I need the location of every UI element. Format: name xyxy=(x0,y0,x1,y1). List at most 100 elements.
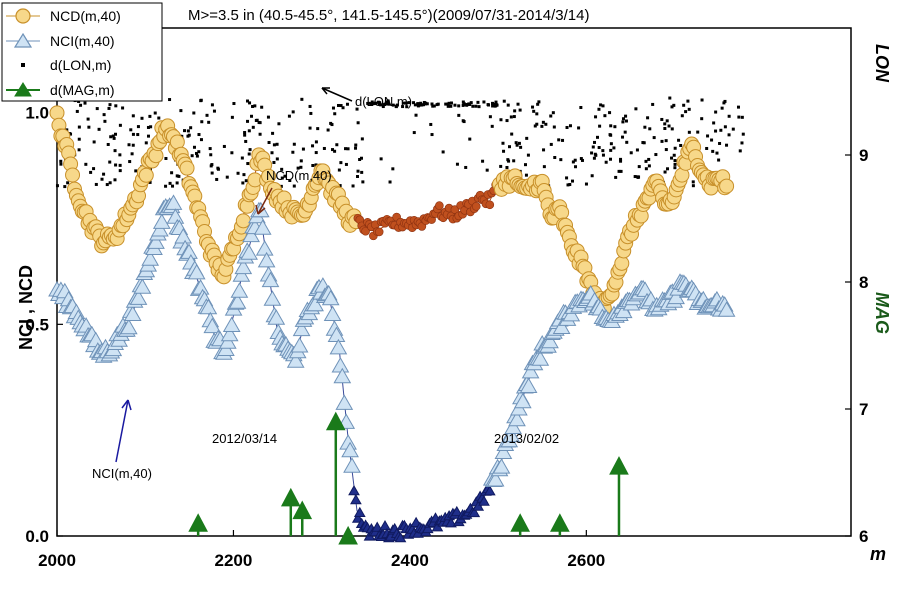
y-tick-label-left: 0.0 xyxy=(25,527,49,546)
lon-point xyxy=(86,117,90,121)
nci-point xyxy=(508,410,526,427)
lon-point xyxy=(254,118,258,122)
lon-point xyxy=(455,162,459,166)
lon-point xyxy=(308,126,312,130)
lon-point xyxy=(248,148,252,152)
annotation-nci: NCI(m,40) xyxy=(92,466,152,481)
lon-point xyxy=(136,133,140,137)
lon-point xyxy=(513,109,517,113)
lon-point xyxy=(79,103,83,107)
lon-point xyxy=(720,106,724,110)
lon-point xyxy=(77,137,81,141)
lon-point xyxy=(416,102,420,106)
y-axis-label-left: NCI , NCD xyxy=(16,265,36,350)
lon-point xyxy=(300,97,304,101)
lon-point xyxy=(341,106,345,110)
lon-point xyxy=(557,138,561,142)
lon-point xyxy=(710,138,714,142)
annotation-ncd-arrowhead xyxy=(255,204,266,215)
lon-point xyxy=(394,105,398,109)
lon-point xyxy=(287,114,291,118)
lon-point xyxy=(549,142,553,146)
lon-point xyxy=(102,172,106,176)
lon-point xyxy=(490,124,494,128)
nci-point xyxy=(286,352,305,368)
lon-point xyxy=(644,167,648,171)
lon-point xyxy=(118,153,122,157)
lon-point xyxy=(94,182,98,186)
lon-point xyxy=(200,120,204,124)
legend-ncd-marker xyxy=(15,8,31,24)
lon-point xyxy=(69,132,73,136)
y-axis-label-right-lon: LON xyxy=(872,44,892,83)
lon-point xyxy=(192,111,196,115)
lon-point xyxy=(296,166,300,170)
lon-point xyxy=(663,127,667,131)
lon-point xyxy=(598,124,602,128)
lon-point xyxy=(102,113,106,117)
nci-point xyxy=(133,278,152,294)
lon-point xyxy=(283,174,287,178)
lon-point xyxy=(114,104,118,108)
lon-point xyxy=(552,125,556,129)
lon-point xyxy=(356,169,360,173)
lon-point xyxy=(222,144,226,148)
lon-point xyxy=(377,102,381,106)
lon-point xyxy=(488,115,492,119)
lon-point xyxy=(597,146,601,150)
ncd-series xyxy=(49,105,735,316)
lon-point xyxy=(517,141,521,145)
lon-point xyxy=(311,144,315,148)
lon-point xyxy=(333,149,337,153)
lon-point xyxy=(494,100,498,104)
lon-point xyxy=(691,184,695,188)
lon-point xyxy=(177,174,181,178)
nci-point xyxy=(292,320,311,337)
lon-point xyxy=(247,152,251,156)
lon-point xyxy=(430,133,434,137)
lon-point xyxy=(461,100,465,104)
lon-point xyxy=(621,120,625,124)
lon-point xyxy=(444,102,448,106)
lon-point xyxy=(405,105,409,109)
nci-point xyxy=(119,318,138,335)
lon-point xyxy=(519,145,523,149)
lon-point xyxy=(711,149,715,153)
lon-point xyxy=(140,116,144,120)
y-tick-label-right: 7 xyxy=(859,400,868,419)
lon-point xyxy=(544,122,548,126)
lon-point xyxy=(593,140,597,144)
lon-point xyxy=(516,102,520,106)
lon-point xyxy=(571,160,575,164)
nci-point xyxy=(468,506,481,518)
lon-point xyxy=(518,108,522,112)
annotation-lon-arrowhead xyxy=(321,87,330,95)
nci-point xyxy=(521,362,540,379)
lon-point xyxy=(646,116,650,120)
lon-point xyxy=(471,104,475,108)
lon-point xyxy=(246,162,250,166)
x-tick-label: 2400 xyxy=(391,551,429,570)
lon-point xyxy=(430,102,434,106)
lon-point xyxy=(275,157,279,161)
lon-point xyxy=(240,156,244,160)
lon-point xyxy=(682,103,686,107)
lon-point xyxy=(670,156,674,160)
mag-marker xyxy=(280,487,301,507)
legend-ncd-label: NCD(m,40) xyxy=(50,8,121,24)
lon-point xyxy=(574,165,578,169)
lon-point xyxy=(673,146,677,150)
lon-point xyxy=(197,150,201,154)
lon-point xyxy=(243,133,247,137)
nci-point xyxy=(220,325,239,342)
lon-point xyxy=(301,147,305,151)
lon-point xyxy=(741,132,745,136)
lon-point xyxy=(608,157,612,161)
lon-point xyxy=(532,109,536,113)
lon-point xyxy=(271,131,275,135)
nci-point xyxy=(321,289,340,306)
lon-point xyxy=(510,132,514,136)
nci-point xyxy=(329,338,348,355)
nci-point xyxy=(614,302,633,319)
lon-point xyxy=(366,101,370,105)
